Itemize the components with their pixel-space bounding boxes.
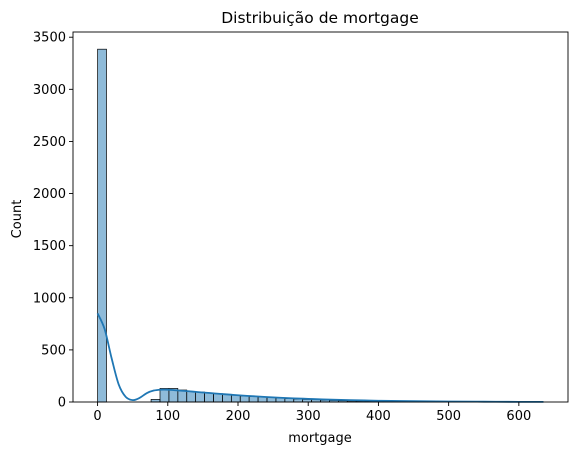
x-tick-label: 500	[436, 409, 461, 424]
x-tick-label: 100	[155, 409, 180, 424]
y-tick-label: 1000	[33, 291, 66, 306]
y-axis-label: Count	[10, 200, 25, 239]
plot-frame	[72, 31, 569, 403]
histogram-bar	[204, 392, 214, 403]
x-axis-ticks: 0 100 200 300 400 500 600	[93, 402, 531, 424]
histogram-bar	[97, 48, 107, 403]
histogram-bar	[248, 396, 259, 403]
x-tick-label: 0	[93, 409, 101, 424]
y-tick-label: 0	[58, 396, 66, 411]
y-tick-label: 2500	[33, 135, 66, 150]
histogram-bar	[230, 394, 241, 403]
x-tick-label: 300	[296, 409, 321, 424]
histogram-bars	[97, 48, 544, 403]
histogram-bar	[195, 391, 205, 403]
y-tick-label: 3000	[33, 83, 66, 98]
histogram-bar	[213, 393, 223, 403]
x-tick-label: 400	[366, 409, 391, 424]
x-axis-label: mortgage	[288, 431, 352, 446]
histogram-bar	[239, 395, 250, 403]
x-tick-label: 600	[506, 409, 531, 424]
y-tick-label: 2000	[33, 187, 66, 202]
y-tick-label: 1500	[33, 239, 66, 254]
histogram-bar	[222, 394, 232, 403]
histogram-bar	[186, 391, 197, 403]
y-tick-label: 3500	[33, 31, 66, 46]
chart-title: Distribuição de mortgage	[221, 9, 419, 27]
kde-curve	[96, 313, 544, 403]
y-axis-ticks: 0 500 1000 1500 2000 2500 3000 3500	[33, 31, 73, 411]
y-tick-label: 500	[41, 343, 66, 358]
x-tick-label: 200	[226, 409, 251, 424]
